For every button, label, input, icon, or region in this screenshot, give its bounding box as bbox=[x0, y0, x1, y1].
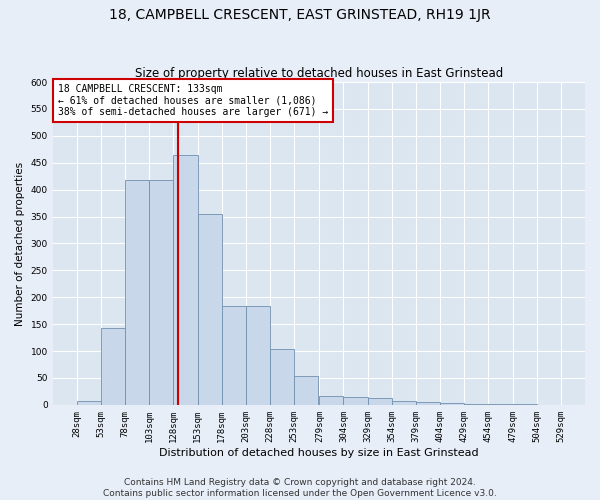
Bar bbox=[222, 306, 246, 405]
Bar bbox=[416, 402, 440, 405]
Bar bbox=[392, 400, 416, 405]
Bar bbox=[368, 398, 392, 405]
Bar bbox=[149, 180, 173, 405]
Bar bbox=[512, 404, 536, 405]
Bar bbox=[319, 396, 343, 405]
Bar bbox=[464, 404, 488, 405]
Bar bbox=[440, 403, 464, 405]
Bar bbox=[270, 350, 294, 405]
Bar bbox=[197, 214, 222, 405]
Text: Contains HM Land Registry data © Crown copyright and database right 2024.
Contai: Contains HM Land Registry data © Crown c… bbox=[103, 478, 497, 498]
Bar bbox=[125, 180, 149, 405]
Bar bbox=[173, 154, 197, 405]
Bar bbox=[246, 306, 270, 405]
Bar bbox=[343, 397, 368, 405]
Title: Size of property relative to detached houses in East Grinstead: Size of property relative to detached ho… bbox=[135, 66, 503, 80]
Bar bbox=[488, 404, 512, 405]
Bar bbox=[77, 400, 101, 405]
Y-axis label: Number of detached properties: Number of detached properties bbox=[15, 162, 25, 326]
Bar bbox=[294, 376, 319, 405]
Text: 18 CAMPBELL CRESCENT: 133sqm
← 61% of detached houses are smaller (1,086)
38% of: 18 CAMPBELL CRESCENT: 133sqm ← 61% of de… bbox=[58, 84, 328, 117]
Bar bbox=[101, 328, 125, 405]
Text: 18, CAMPBELL CRESCENT, EAST GRINSTEAD, RH19 1JR: 18, CAMPBELL CRESCENT, EAST GRINSTEAD, R… bbox=[109, 8, 491, 22]
X-axis label: Distribution of detached houses by size in East Grinstead: Distribution of detached houses by size … bbox=[159, 448, 479, 458]
